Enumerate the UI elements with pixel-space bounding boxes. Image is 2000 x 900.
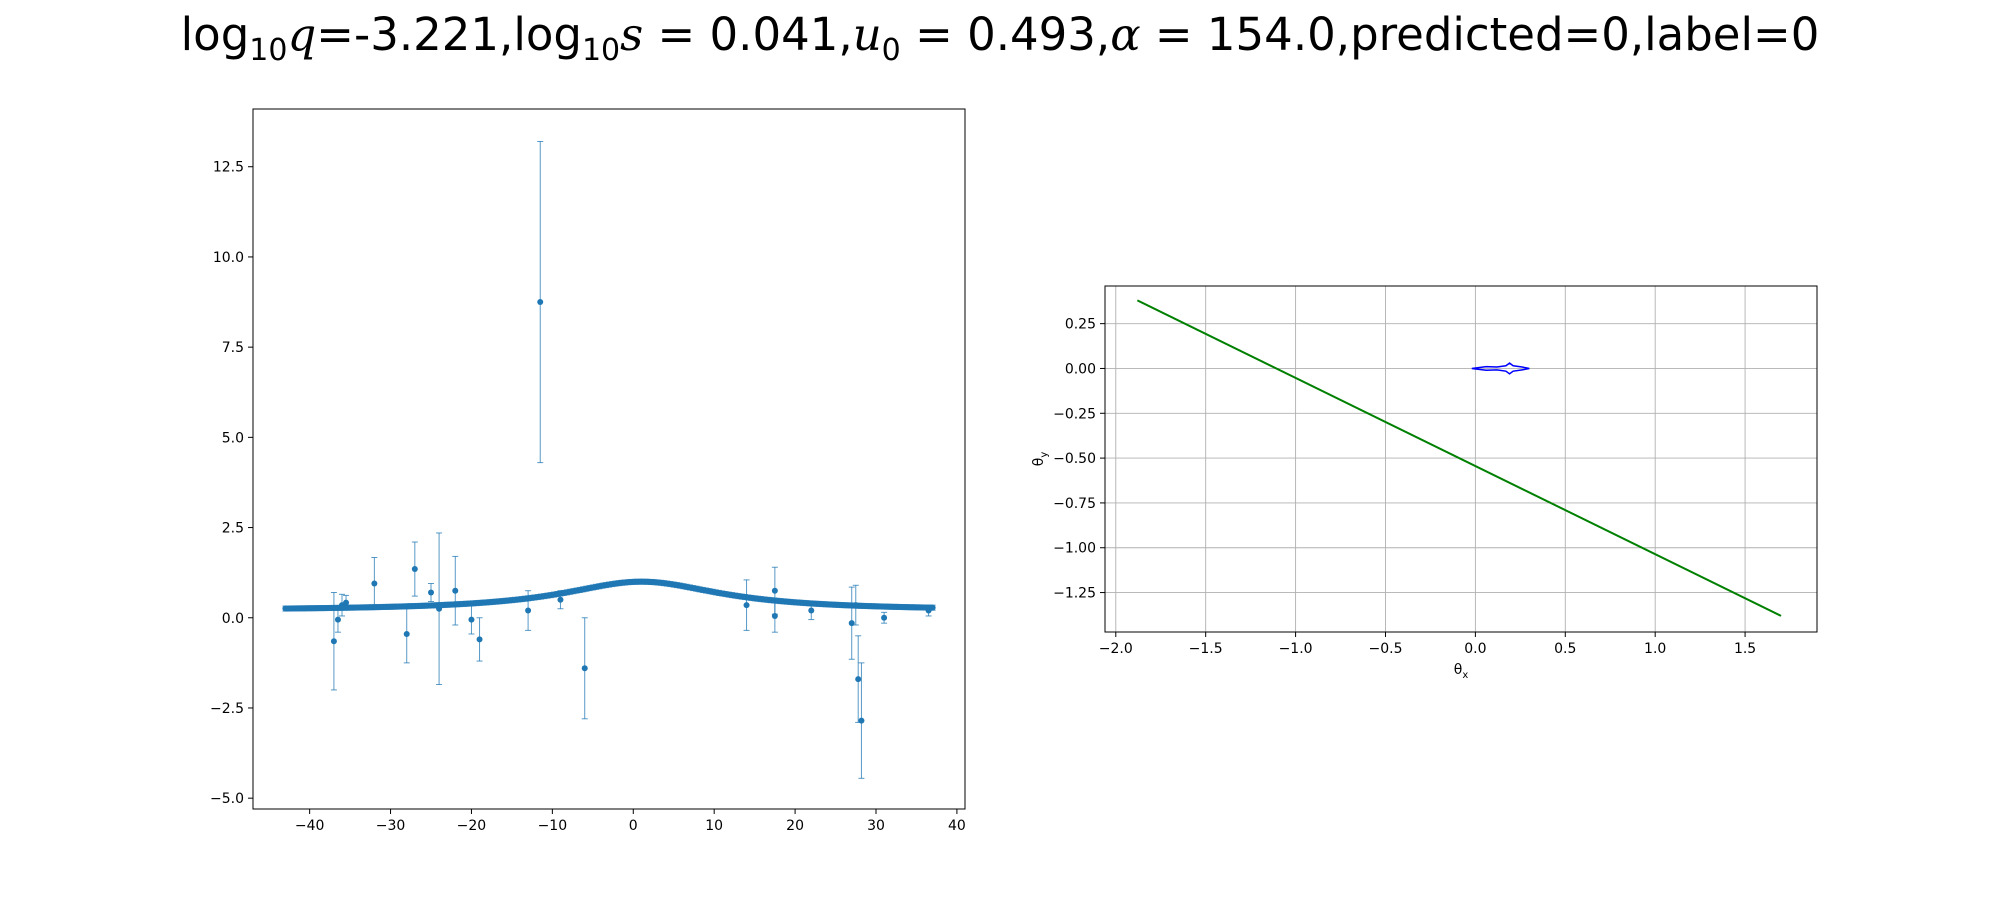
title-u-symbol: u: [852, 8, 882, 61]
title-q-value: =-3.221,: [316, 8, 514, 61]
figure-title: log10q=-3.221,log10s = 0.041,u0 = 0.493,…: [0, 8, 2000, 68]
lc-ytick-label: 5.0: [222, 430, 244, 446]
lc-ytick-label: 0.0: [222, 611, 244, 627]
lc-data-point: [330, 638, 337, 645]
lc-data-point: [581, 665, 588, 672]
lc-data-point: [476, 636, 483, 643]
lc-xtick-label: 40: [948, 818, 966, 834]
lc-xtick-label: −10: [538, 818, 568, 834]
title-u-value: = 0.493,: [900, 8, 1111, 61]
title-q-symbol: q: [287, 8, 317, 61]
lc-xtick-label: 30: [867, 818, 885, 834]
caustic-curve: [1471, 362, 1530, 375]
traj-ytick-label: −1.00: [1053, 541, 1096, 557]
lc-data-point: [525, 607, 532, 614]
lc-data-point: [334, 616, 341, 623]
lc-data-point: [808, 607, 815, 614]
lc-ytick-label: 2.5: [222, 521, 244, 537]
traj-xtick-label: 0.5: [1554, 641, 1576, 657]
light-curve-chart: −40 −30 −20 −10 0 10 20 30 40 −5.0 −2.5 0.0 2.5 5.0 7.…: [210, 108, 966, 834]
traj-xlabel: θx: [1454, 662, 1469, 681]
lc-data-point: [403, 631, 410, 637]
lc-ytick-label: −2.5: [210, 701, 244, 717]
traj-xtick-label: 1.0: [1644, 641, 1666, 657]
lc-xtick-label: −40: [295, 818, 325, 834]
lc-data-point: [858, 717, 865, 724]
lc-data-point: [371, 580, 378, 587]
lc-data-point: [537, 299, 544, 306]
title-u-sub: 0: [881, 33, 901, 68]
lc-data-point: [855, 676, 862, 683]
lc-data-point: [771, 587, 778, 594]
traj-xtick-label: −2.0: [1099, 641, 1133, 657]
lc-data-point: [468, 616, 475, 623]
traj-ytick-label: 0.00: [1065, 361, 1096, 377]
lc-ytick-label: 12.5: [213, 160, 244, 176]
traj-xtick-label: −0.5: [1368, 641, 1402, 657]
lc-ytick-label: 10.0: [213, 250, 244, 266]
lc-data-point: [557, 596, 564, 603]
title-alpha-symbol: α: [1110, 8, 1141, 61]
lc-xtick-label: −30: [376, 818, 406, 834]
lc-xtick-label: 20: [786, 818, 804, 834]
lc-data-point: [452, 587, 459, 594]
title-s-value: = 0.041,: [643, 8, 853, 61]
lc-xtick-label: −20: [457, 818, 487, 834]
lc-data-point: [881, 614, 888, 621]
lc-ytick-label: 7.5: [222, 340, 244, 356]
lc-data-point: [743, 602, 750, 609]
trajectory-chart: −2.0 −1.5 −1.0 −0.5 0.0 0.5 1.0 1.5 0.25 0.00 −0.2…: [1031, 285, 1818, 681]
title-log1: log: [180, 8, 250, 61]
lc-data-point: [771, 612, 778, 619]
traj-ytick-label: −0.50: [1053, 451, 1096, 467]
traj-xtick-label: −1.5: [1189, 641, 1223, 657]
lc-data-point: [411, 566, 418, 573]
traj-ytick-label: −1.25: [1053, 586, 1096, 602]
lc-xtick-label: 10: [705, 818, 723, 834]
lc-ytick-label: −5.0: [210, 791, 244, 807]
traj-xtick-label: −1.0: [1279, 641, 1313, 657]
traj-ytick-label: 0.25: [1065, 317, 1096, 333]
traj-xtick-label: 0.0: [1464, 641, 1486, 657]
title-s-symbol: s: [620, 8, 644, 61]
title-tail: predicted=0,label=0: [1350, 8, 1820, 61]
lc-data-point: [343, 599, 350, 606]
title-base1: 10: [249, 33, 288, 68]
traj-ytick-label: −0.75: [1053, 496, 1096, 512]
lc-xtick-label: 0: [629, 818, 638, 834]
lc-axes-frame: [252, 108, 966, 810]
traj-axes-frame: [1104, 285, 1818, 633]
traj-ytick-label: −0.25: [1053, 406, 1096, 422]
traj-xtick-label: 1.5: [1734, 641, 1756, 657]
title-base2: 10: [581, 33, 621, 68]
title-alpha-value: = 154.0,: [1140, 8, 1351, 61]
lc-data-point: [428, 589, 434, 596]
title-log2: log: [513, 8, 582, 61]
lc-data-point: [929, 604, 936, 611]
trajectory-line: [1136, 299, 1782, 617]
traj-ylabel: θy: [1031, 452, 1050, 467]
